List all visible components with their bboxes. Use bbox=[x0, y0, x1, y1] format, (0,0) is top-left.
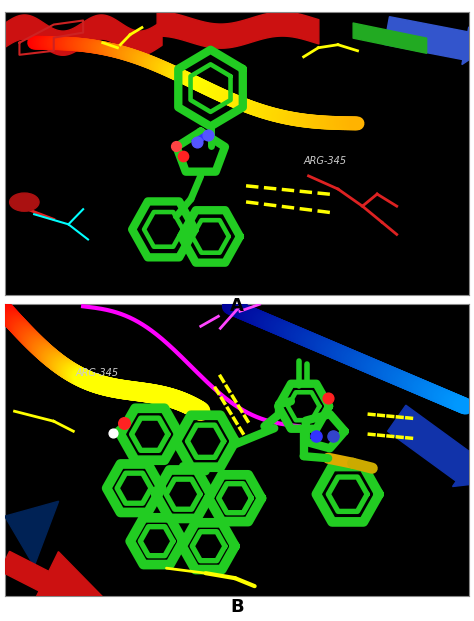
FancyArrow shape bbox=[388, 406, 474, 486]
Point bbox=[193, 137, 201, 147]
Point bbox=[312, 431, 320, 441]
Text: ARG-345: ARG-345 bbox=[75, 368, 118, 378]
Point bbox=[324, 393, 332, 403]
Text: ARG-345: ARG-345 bbox=[304, 156, 347, 166]
Text: A: A bbox=[230, 297, 244, 314]
Point bbox=[179, 151, 187, 161]
FancyArrow shape bbox=[384, 17, 474, 65]
Point bbox=[120, 419, 128, 428]
FancyArrow shape bbox=[0, 551, 131, 621]
Ellipse shape bbox=[9, 193, 39, 211]
Point bbox=[173, 140, 180, 150]
Text: B: B bbox=[230, 599, 244, 616]
Point bbox=[109, 428, 116, 438]
Point bbox=[329, 431, 337, 441]
Polygon shape bbox=[5, 501, 59, 566]
Point bbox=[204, 130, 211, 140]
